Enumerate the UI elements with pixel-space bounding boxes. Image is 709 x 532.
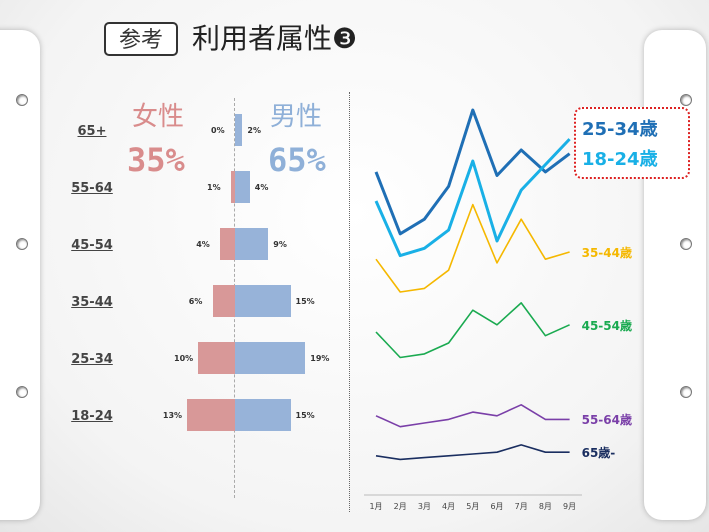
series-line-55-64歳 [375, 403, 570, 428]
female-percent: 35% [127, 141, 185, 179]
x-tick-label: 4月 [442, 502, 455, 511]
male-percent-label: 2% [247, 126, 261, 135]
series-line-18-24歳 [374, 138, 571, 258]
binder-hole [680, 386, 692, 398]
male-percent-label: 9% [273, 240, 287, 249]
male-percent-label: 15% [295, 297, 315, 306]
x-tick-label: 9月 [563, 502, 576, 511]
male-bar-25-34 [235, 342, 306, 374]
male-bar-35-44 [235, 285, 291, 317]
series-end-label: 55-64歳 [581, 413, 632, 428]
age-label-25-34: 25-34 [71, 352, 113, 367]
x-tick-label: 7月 [515, 502, 528, 511]
binder-hole [16, 238, 28, 250]
binder-left [0, 30, 40, 520]
age-label-55-64: 55-64 [71, 181, 113, 196]
male-bar-65+ [235, 114, 243, 146]
legend-18-24: 18-24歳 [582, 149, 658, 170]
legend-25-34: 25-34歳 [582, 119, 658, 140]
x-tick-label: 3月 [418, 502, 431, 511]
female-percent-label: 0% [211, 126, 225, 135]
male-percent-label: 4% [254, 183, 269, 192]
page-title: 利用者属性❸ [192, 22, 358, 55]
x-tick-label: 2月 [394, 502, 407, 511]
age-label-35-44: 35-44 [71, 295, 113, 310]
male-bar-55-64 [235, 171, 250, 203]
x-tick-label: 8月 [539, 502, 552, 511]
female-percent-label: 10% [174, 354, 194, 363]
male-percent-label: 15% [295, 411, 315, 420]
series-line-65歳- [375, 444, 570, 461]
series-end-label: 35-44歳 [581, 245, 632, 260]
binder-hole [16, 386, 28, 398]
series-line-45-54歳 [375, 302, 570, 359]
binder-hole [680, 94, 692, 106]
x-tick-label: 6月 [490, 502, 503, 511]
male-percent: 65% [268, 141, 326, 179]
female-bar-25-34 [198, 342, 235, 374]
female-percent-label: 6% [188, 297, 203, 306]
female-percent-label: 13% [162, 411, 183, 420]
male-percent-label: 19% [310, 354, 330, 363]
series-end-label: 65歳- [581, 446, 616, 461]
female-bar-18-24 [186, 399, 235, 431]
binder-hole [16, 94, 28, 106]
age-label-45-54: 45-54 [71, 238, 113, 253]
series-line-25-34歳 [374, 108, 571, 236]
female-bar-35-44 [212, 285, 235, 317]
age-label-18-24: 18-24 [71, 409, 113, 424]
series-end-label: 45-54歳 [581, 318, 632, 333]
female-label: 女性 [132, 102, 185, 132]
x-tick-label: 5月 [466, 502, 479, 511]
female-percent-label: 1% [207, 183, 221, 192]
legend-highlight-box: 25-34歳 18-24歳 [574, 107, 690, 179]
reference-tag: 参考 [104, 22, 178, 56]
chart-divider [349, 92, 351, 512]
male-bar-45-54 [235, 228, 269, 260]
female-percent-label: 4% [196, 240, 210, 249]
female-bar-55-64 [231, 171, 235, 203]
age-label-65+: 65+ [77, 124, 107, 139]
female-bar-45-54 [220, 228, 235, 260]
binder-hole [680, 238, 692, 250]
male-label: 男性 [270, 102, 323, 132]
male-bar-18-24 [235, 399, 291, 431]
x-tick-label: 1月 [369, 502, 382, 511]
series-line-35-44歳 [375, 203, 570, 293]
